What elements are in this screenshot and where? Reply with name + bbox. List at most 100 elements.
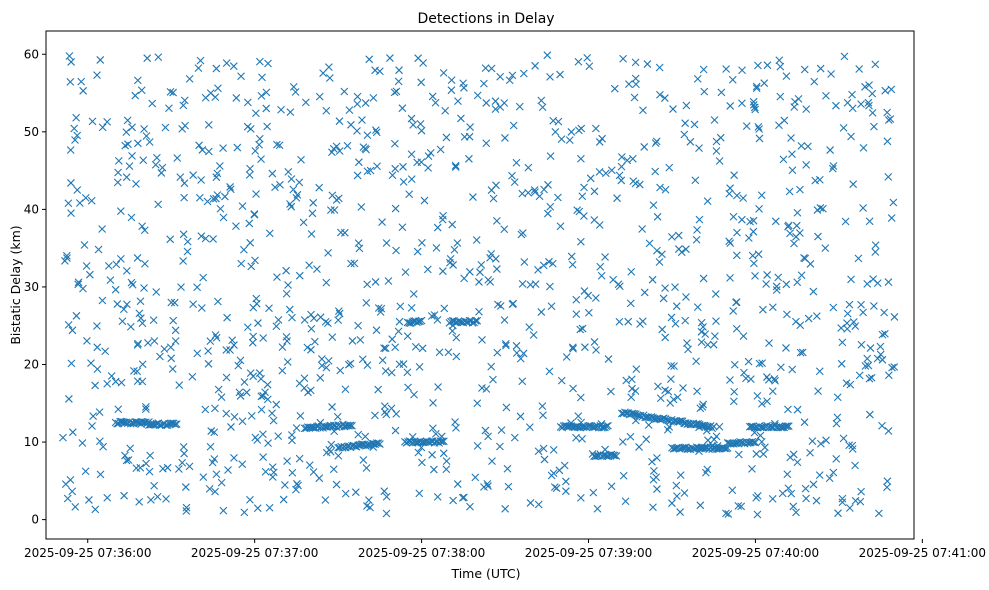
data-point: [429, 398, 437, 407]
data-point: [452, 333, 461, 342]
data-point: [116, 207, 125, 216]
data-point: [861, 362, 870, 370]
data-point: [698, 421, 707, 430]
data-point: [324, 249, 332, 257]
data-point: [518, 189, 527, 198]
data-point: [348, 441, 356, 450]
data-point: [310, 314, 318, 323]
data-point: [251, 147, 260, 155]
data-point: [391, 204, 400, 213]
data-point: [217, 478, 226, 487]
data-point: [81, 193, 90, 202]
data-point: [175, 381, 184, 389]
data-point: [538, 402, 547, 411]
data-point: [381, 367, 390, 375]
data-point: [780, 116, 789, 125]
y-tick: 60: [24, 47, 46, 61]
data-point: [866, 344, 875, 352]
data-point: [699, 65, 708, 74]
data-point: [851, 496, 860, 505]
data-point: [411, 438, 420, 447]
data-point: [501, 504, 510, 513]
data-point: [138, 418, 147, 426]
data-point: [233, 143, 242, 152]
data-point: [378, 356, 387, 365]
data-point: [64, 320, 73, 329]
data-point: [813, 206, 822, 214]
data-point: [384, 277, 393, 285]
data-point: [524, 163, 533, 172]
data-point: [744, 234, 753, 242]
data-point: [126, 444, 135, 453]
data-point: [278, 366, 287, 375]
data-point: [353, 100, 362, 108]
data-point: [487, 249, 496, 258]
data-point: [103, 493, 112, 502]
data-point: [372, 128, 381, 137]
data-point: [597, 271, 606, 280]
data-point: [238, 460, 247, 469]
data-point: [405, 190, 414, 199]
data-point: [137, 86, 146, 95]
data-point: [693, 225, 701, 234]
data-point: [72, 311, 81, 320]
data-point: [453, 480, 462, 488]
data-point: [832, 101, 840, 110]
data-point: [863, 279, 872, 288]
data-point: [546, 282, 554, 291]
data-point: [854, 254, 863, 263]
data-point: [787, 134, 795, 142]
data-point: [248, 338, 257, 347]
y-tick: 20: [24, 357, 46, 371]
data-point: [572, 295, 581, 304]
data-point: [143, 54, 152, 63]
data-point: [416, 119, 425, 128]
data-point: [889, 198, 898, 207]
data-point: [328, 333, 337, 342]
data-point: [380, 402, 389, 411]
data-point: [668, 499, 676, 508]
data-point: [557, 376, 566, 385]
data-point: [197, 304, 206, 312]
data-point: [150, 481, 159, 490]
data-point: [212, 64, 221, 73]
data-point: [73, 186, 82, 194]
data-point: [272, 322, 281, 331]
data-point: [665, 163, 674, 172]
data-point: [366, 166, 375, 175]
data-point: [728, 75, 737, 84]
data-point: [556, 70, 564, 79]
data-point: [631, 387, 640, 395]
data-point: [628, 409, 637, 418]
data-point: [772, 286, 781, 294]
data-point: [438, 437, 447, 446]
data-point: [771, 217, 780, 226]
data-point: [322, 278, 331, 287]
data-point: [387, 368, 396, 377]
data-point: [724, 510, 733, 518]
data-point: [450, 245, 459, 254]
data-point: [483, 480, 492, 488]
data-point: [308, 423, 317, 432]
data-point: [459, 79, 467, 88]
data-point: [420, 196, 429, 205]
data-point: [588, 423, 597, 432]
data-point: [374, 385, 383, 394]
data-point: [268, 169, 277, 178]
x-axis-ticks: 2025-09-25 07:36:00 2025-09-25 07:37:00 20…: [24, 539, 986, 560]
data-point: [617, 153, 626, 161]
data-point: [424, 163, 433, 172]
data-point: [300, 374, 309, 383]
data-point: [399, 178, 408, 186]
data-point: [391, 426, 400, 435]
x-tick: 2025-09-25 07:39:00: [525, 539, 652, 560]
data-point: [712, 317, 720, 326]
data-point: [135, 497, 144, 506]
data-point: [737, 502, 746, 511]
data-point: [307, 324, 316, 333]
data-point: [426, 148, 435, 157]
data-point: [283, 337, 291, 345]
data-point: [640, 288, 649, 297]
data-point: [607, 166, 616, 175]
data-point: [549, 445, 558, 454]
